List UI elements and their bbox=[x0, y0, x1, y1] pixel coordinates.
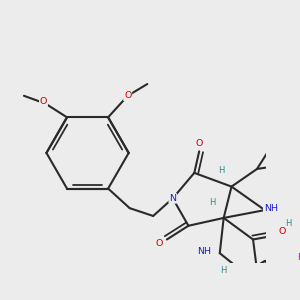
Text: H: H bbox=[220, 266, 227, 275]
Text: NH: NH bbox=[264, 204, 278, 213]
Text: NH: NH bbox=[197, 247, 211, 256]
Text: H: H bbox=[285, 219, 292, 228]
Text: O: O bbox=[279, 227, 286, 236]
Text: O: O bbox=[155, 239, 163, 248]
Text: H: H bbox=[209, 198, 215, 207]
Text: O: O bbox=[196, 139, 203, 148]
Text: F: F bbox=[297, 253, 300, 262]
Text: H: H bbox=[218, 167, 225, 176]
Text: O: O bbox=[40, 97, 47, 106]
Text: N: N bbox=[169, 194, 176, 203]
Text: O: O bbox=[124, 91, 131, 100]
